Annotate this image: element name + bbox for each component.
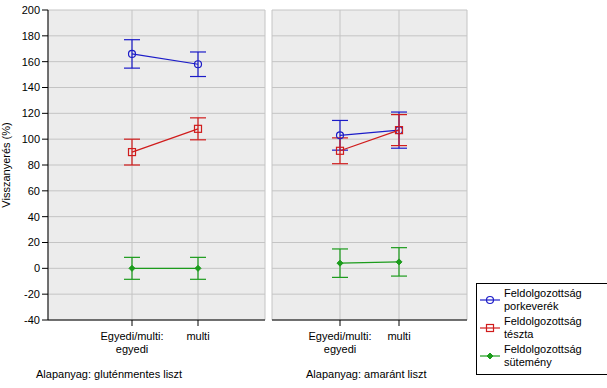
svg-text:20: 20 <box>28 236 40 248</box>
svg-text:multi: multi <box>387 330 410 342</box>
svg-text:120: 120 <box>22 107 40 119</box>
svg-text:80: 80 <box>28 159 40 171</box>
svg-text:180: 180 <box>22 30 40 42</box>
html-text:Feldolgozottság porkeverék: Feldolgozottság porkeverék <box>504 287 582 312</box>
svg-text:Egyedi/multi:: Egyedi/multi: <box>101 330 164 342</box>
svg-text:-40: -40 <box>24 314 40 326</box>
svg-text:0: 0 <box>34 262 40 274</box>
svg-text:60: 60 <box>28 185 40 197</box>
html-text:Feldolgozottság sütemény: Feldolgozottság sütemény <box>504 343 582 368</box>
svg-text:160: 160 <box>22 56 40 68</box>
svg-text:-20: -20 <box>24 288 40 300</box>
svg-text:Visszanyerés (%): Visszanyerés (%) <box>8 122 12 207</box>
svg-text:200: 200 <box>22 4 40 16</box>
svg-text:egyedi: egyedi <box>116 343 148 355</box>
svg-text:egyedi: egyedi <box>324 343 356 355</box>
svg-text:100: 100 <box>22 133 40 145</box>
svg-text:multi: multi <box>186 330 209 342</box>
svg-text:Egyedi/multi:: Egyedi/multi: <box>309 330 372 342</box>
svg-text:140: 140 <box>22 81 40 93</box>
html-text:Alapanyag: amaránt liszt: Alapanyag: amaránt liszt <box>306 368 427 380</box>
html-text:Alapanyag: gluténmentes liszt: Alapanyag: gluténmentes liszt <box>36 368 183 380</box>
html-text:Feldolgozottság tészta: Feldolgozottság tészta <box>504 315 582 340</box>
svg-text:40: 40 <box>28 211 40 223</box>
